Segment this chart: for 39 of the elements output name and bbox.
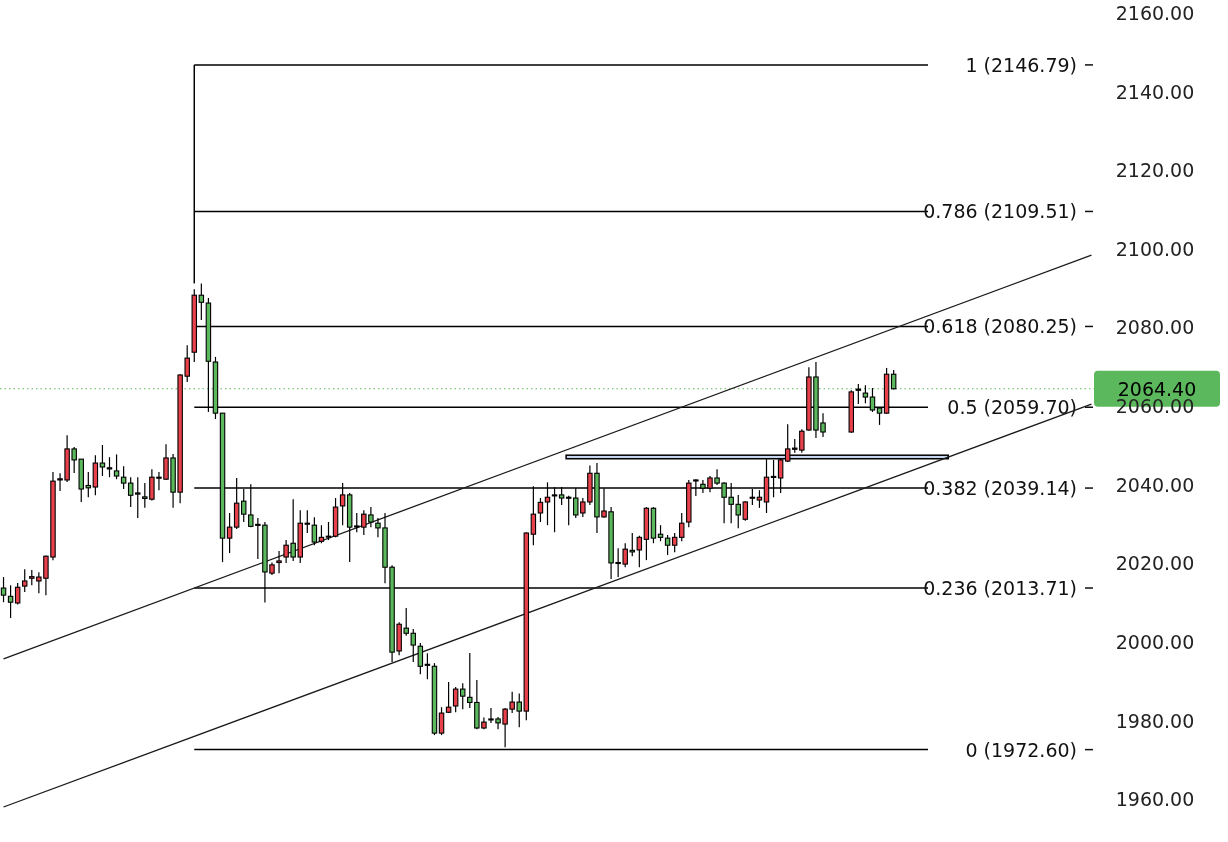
y-tick-label: 2080.00 (1115, 316, 1195, 339)
y-tick-label: 2100.00 (1115, 237, 1195, 260)
candlestick (113, 453, 120, 480)
candlestick (21, 568, 28, 593)
candlestick (120, 465, 127, 490)
candlestick (890, 369, 897, 391)
candlestick (7, 584, 14, 619)
candlestick (664, 534, 671, 556)
y-tick-label: 2160.00 (1115, 1, 1195, 24)
y-tick-label: 2040.00 (1115, 473, 1195, 496)
candlestick (14, 582, 21, 606)
ref-line-label: 0.236 (2013.71) (923, 577, 1077, 600)
candlestick (438, 706, 445, 736)
y-tick-label: 2140.00 (1115, 80, 1195, 103)
candlestick (226, 512, 233, 554)
candlestick (424, 652, 431, 680)
candlestick (311, 516, 318, 546)
candlestick (0, 576, 7, 603)
ref-line-label: 0.618 (2080.25) (923, 315, 1077, 338)
y-tick-label: 2020.00 (1115, 552, 1195, 575)
ref-line-label: 1 (2146.79) (965, 53, 1077, 76)
y-tick-label: 1980.00 (1115, 709, 1195, 732)
candlestick (99, 444, 106, 477)
ref-line-label: 0.382 (2039.14) (923, 477, 1077, 500)
candlestick (325, 521, 332, 541)
ref-line-label: 0.5 (2059.70) (947, 396, 1077, 419)
ref-line-label: 0.786 (2109.51) (923, 200, 1077, 223)
y-tick-label: 2120.00 (1115, 159, 1195, 182)
candlestick (855, 383, 862, 405)
candlestick (106, 456, 113, 478)
y-tick-label: 2000.00 (1115, 630, 1195, 653)
candlestick (417, 642, 424, 675)
candlestick (92, 454, 99, 496)
ref-line-label: 0 (1972.60) (965, 738, 1077, 761)
candlestick (318, 524, 325, 544)
candlestick (276, 550, 282, 574)
candlestick (537, 497, 544, 523)
candlestick (445, 681, 452, 714)
y-tick-label: 1960.00 (1115, 788, 1195, 811)
